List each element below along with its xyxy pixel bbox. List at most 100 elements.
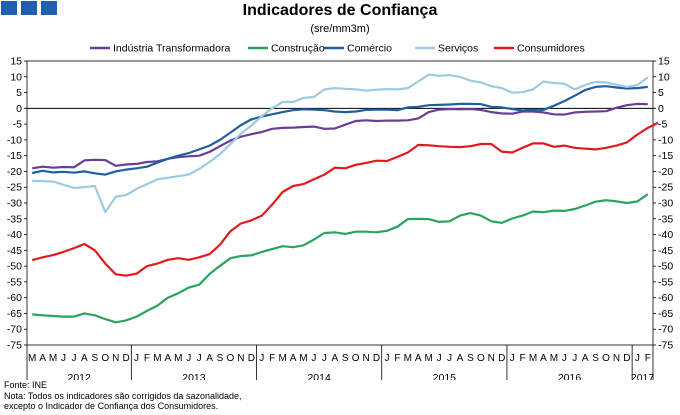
x-month-label: O <box>227 353 235 364</box>
y-tick-label-right: -10 <box>658 134 673 146</box>
y-tick-label-left: -70 <box>7 324 22 336</box>
y-tick-label-left: -50 <box>7 261 22 273</box>
line-chart: 15 15 10 10 5 5 0 0 -5 -5 -10 -10 -15 -15 -20 -20 -25 -25… <box>7 43 673 380</box>
x-month-label: J <box>259 353 264 364</box>
x-month-label: M <box>550 353 558 364</box>
x-year-label: 2016 <box>558 372 582 380</box>
x-month-label: J <box>447 353 452 364</box>
x-month-label: D <box>248 353 255 364</box>
y-tick-label-right: 10 <box>658 71 670 83</box>
y-tick-label-left: -65 <box>7 308 22 320</box>
x-month-label: M <box>404 353 412 364</box>
brand-square-1 <box>1 1 17 15</box>
x-month-label: A <box>165 353 172 364</box>
x-month-label: M <box>529 353 537 364</box>
x-month-label: N <box>613 353 620 364</box>
x-month-label: J <box>311 353 316 364</box>
y-tick-label-left: -25 <box>7 182 22 194</box>
x-month-label: N <box>362 353 369 364</box>
x-month-label: O <box>352 353 360 364</box>
x-year-label: 2017 <box>631 372 655 380</box>
y-tick-label-left: -60 <box>7 292 22 304</box>
y-tick-label-left: -45 <box>7 245 22 257</box>
x-month-label: S <box>592 353 599 364</box>
y-tick-label-left: -30 <box>7 198 22 210</box>
x-month-label: J <box>572 353 577 364</box>
x-month-label: S <box>217 353 224 364</box>
brand-square-2 <box>21 1 37 15</box>
y-tick-label-left: -10 <box>7 134 22 146</box>
y-tick-label-left: -75 <box>7 340 22 352</box>
x-month-label: N <box>488 353 495 364</box>
x-month-label: J <box>71 353 76 364</box>
legend-label: Construção <box>271 43 325 55</box>
x-month-label: J <box>61 353 66 364</box>
x-month-label: A <box>540 353 547 364</box>
x-year-label: 2013 <box>182 372 206 380</box>
x-month-label: M <box>278 353 286 364</box>
x-month-label: J <box>322 353 327 364</box>
y-tick-label-right: 0 <box>658 103 664 115</box>
footnote-line-1: Nota: Todos os indicadores são corrigido… <box>4 390 242 401</box>
x-month-label: J <box>186 353 191 364</box>
x-month-label: F <box>520 353 526 364</box>
y-tick-label-right: -5 <box>658 119 667 131</box>
y-tick-label-right: -65 <box>658 308 673 320</box>
x-month-label: J <box>437 353 442 364</box>
y-tick-label-right: -25 <box>658 182 673 194</box>
x-month-label: S <box>91 353 98 364</box>
x-month-label: F <box>394 353 400 364</box>
x-month-label: M <box>299 353 307 364</box>
series-line <box>32 73 649 214</box>
x-month-label: N <box>237 353 244 364</box>
x-month-label: J <box>562 353 567 364</box>
x-month-label: J <box>510 353 515 364</box>
x-month-label: D <box>373 353 380 364</box>
brand-square-3 <box>41 1 57 15</box>
x-month-label: D <box>498 353 505 364</box>
x-month-label: O <box>602 353 610 364</box>
legend-label: Serviços <box>438 43 478 55</box>
footer: Fonte: INE Nota: Todos os indicadores sã… <box>4 380 241 412</box>
x-month-label: F <box>144 353 150 364</box>
y-tick-label-left: -15 <box>7 150 22 162</box>
legend-label: Indústria Transformadora <box>113 43 230 55</box>
x-month-label: A <box>415 353 422 364</box>
x-year-label: 2015 <box>433 372 457 380</box>
series-line <box>32 102 648 170</box>
x-month-label: J <box>635 353 640 364</box>
x-month-label: M <box>174 353 182 364</box>
x-month-label: A <box>331 353 338 364</box>
y-tick-label-left: 15 <box>10 56 22 68</box>
x-year-label: 2012 <box>67 372 91 380</box>
x-month-label: A <box>290 353 297 364</box>
y-tick-label-right: -45 <box>658 245 673 257</box>
x-month-label: J <box>384 353 389 364</box>
x-year-label: 2014 <box>307 372 331 380</box>
y-tick-label-right: -30 <box>658 198 673 210</box>
source-note: Fonte: INE <box>4 380 48 390</box>
y-tick-label-right: -55 <box>658 276 673 288</box>
x-month-label: D <box>122 353 129 364</box>
y-tick-label-right: -20 <box>658 166 673 178</box>
y-tick-label-right: -75 <box>658 340 673 352</box>
y-tick-label-left: 10 <box>10 71 22 83</box>
series-line <box>31 85 648 176</box>
footnote-line-2: excepto o Indicador de Confiança dos Con… <box>4 401 219 411</box>
x-month-label: M <box>153 353 161 364</box>
x-month-label: F <box>269 353 275 364</box>
x-month-label: M <box>425 353 433 364</box>
y-tick-label-left: 0 <box>16 103 22 115</box>
y-tick-label-left: -20 <box>7 166 22 178</box>
x-month-label: A <box>457 353 464 364</box>
chart-title: Indicadores de Confiança <box>242 2 438 19</box>
x-month-label: O <box>101 353 109 364</box>
x-month-label: A <box>582 353 589 364</box>
y-tick-label-right: 15 <box>658 56 670 68</box>
x-month-label: M <box>49 353 57 364</box>
legend-label: Comércio <box>347 43 392 55</box>
series-line <box>32 193 649 324</box>
x-month-label: J <box>197 353 202 364</box>
y-tick-label-right: -70 <box>658 324 673 336</box>
x-month-label: F <box>645 353 651 364</box>
